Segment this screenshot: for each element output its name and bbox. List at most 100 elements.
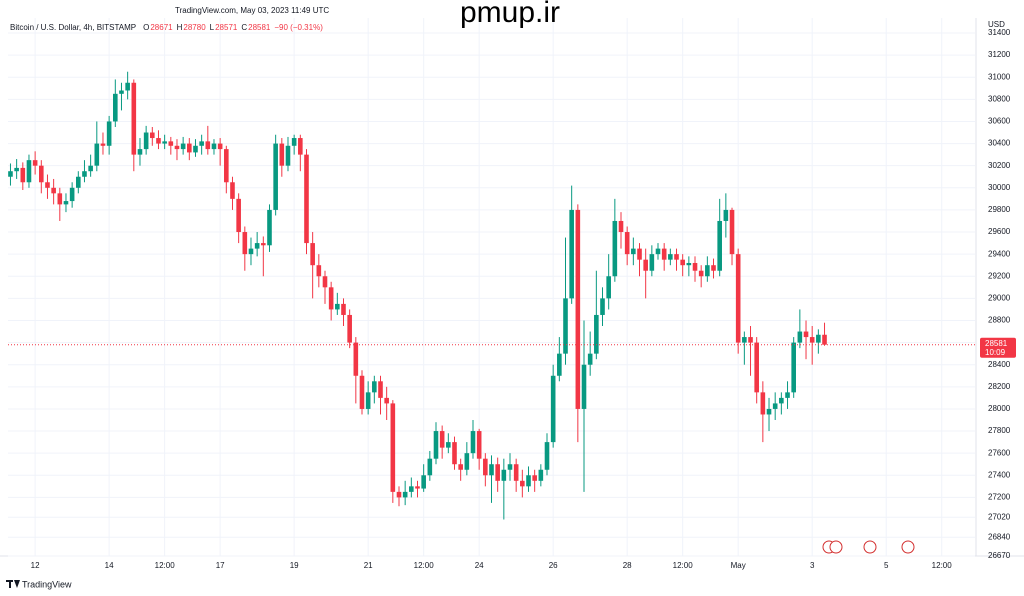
candle-body	[230, 182, 235, 199]
candle-body	[187, 143, 192, 153]
countdown: 10:09	[985, 348, 1006, 357]
candle-body	[69, 187, 75, 202]
candle-body	[797, 331, 803, 343]
candle-body	[581, 364, 587, 409]
candle-body	[711, 265, 716, 271]
x-tick-label: 12:00	[673, 561, 694, 570]
x-tick-label: 17	[216, 561, 225, 570]
candle-body	[396, 491, 402, 498]
candle-body	[692, 262, 698, 271]
x-tick-label: 14	[105, 561, 114, 570]
candle-body	[587, 353, 593, 365]
candle-body	[680, 259, 685, 266]
brand: TradingView	[22, 579, 72, 589]
ohlc-value: 28671	[150, 23, 173, 32]
y-tick-label: 31000	[988, 72, 1011, 81]
candle-body	[674, 254, 679, 260]
candle-body	[174, 145, 180, 150]
candle-body	[372, 381, 377, 393]
y-tick-label: 28000	[988, 404, 1011, 413]
y-tick-label: 30600	[988, 117, 1011, 126]
candle-body	[655, 248, 661, 255]
x-tick-label: 24	[475, 561, 484, 570]
legend: Bitcoin / U.S. Dollar, 4h, BITSTAMP O 2867…	[10, 23, 323, 32]
candle-body	[14, 167, 19, 172]
candle-body	[32, 160, 38, 166]
candle-body	[520, 480, 525, 487]
candle-body	[193, 145, 198, 153]
candle-body	[224, 149, 229, 183]
candle-body	[717, 220, 722, 271]
y-tick-label: 29800	[988, 205, 1011, 214]
candle-body	[39, 165, 44, 183]
y-tick-label: 28800	[988, 316, 1011, 325]
candle-body	[822, 334, 827, 345]
candle-body	[8, 171, 13, 177]
candle-body	[217, 143, 223, 150]
candle-body	[742, 337, 747, 343]
y-tick-label: 28200	[988, 382, 1011, 391]
candle-body	[766, 408, 772, 415]
candle-body	[211, 143, 217, 150]
watermark: pmup.ir	[460, 0, 560, 29]
candle-body	[532, 475, 537, 481]
candle-body	[476, 431, 482, 459]
y-tick-label: 28400	[988, 360, 1011, 369]
candle-body	[550, 375, 556, 443]
candle-body	[347, 314, 352, 343]
candle-body	[538, 469, 544, 481]
candle-body	[563, 298, 568, 354]
y-tick-label: 30000	[988, 183, 1011, 192]
candle-body	[785, 392, 790, 398]
candle-body	[446, 442, 451, 448]
candle-body	[82, 171, 87, 177]
candle-body	[464, 453, 470, 470]
candle-body	[150, 132, 155, 139]
candle-body	[501, 469, 507, 481]
candle-body	[544, 442, 550, 470]
candle-body	[723, 209, 729, 221]
candle-body	[76, 176, 81, 188]
ohlc-value: 28780	[183, 23, 206, 32]
ohlc-key: O	[143, 23, 149, 32]
candle-body	[254, 243, 260, 249]
candle-body	[51, 187, 56, 194]
candle-body	[748, 337, 753, 343]
candle-body	[495, 464, 500, 481]
candle-body	[316, 265, 322, 277]
last-price-tag	[980, 337, 1016, 358]
candle-body	[483, 458, 488, 476]
candle-body	[526, 475, 531, 487]
candle-body	[760, 392, 766, 415]
x-tick-label: 19	[290, 561, 299, 570]
candle-body	[113, 93, 118, 122]
source: TradingView.com, May 03, 2023 11:49 UTC	[175, 6, 329, 15]
candle-body	[378, 381, 383, 398]
x-tick-label: 12:00	[155, 561, 176, 570]
y-tick-label: 27020	[988, 512, 1011, 521]
candle-body	[661, 248, 667, 260]
candle-body	[156, 138, 161, 144]
candle-body	[353, 342, 359, 376]
candle-body	[606, 276, 611, 299]
candle-body	[507, 464, 513, 470]
candle-body	[668, 254, 673, 260]
ohlc-key: H	[177, 23, 183, 32]
candle-body	[248, 248, 254, 255]
candle-body	[513, 464, 519, 481]
flag	[863, 540, 877, 554]
candle-body	[57, 193, 63, 205]
candle-body	[772, 403, 778, 409]
candle-body	[803, 331, 809, 338]
y-tick-label: 29200	[988, 271, 1011, 280]
candle-body	[452, 442, 457, 465]
candle-body	[94, 143, 100, 166]
candle-body	[594, 314, 599, 354]
y-tick-label: 31400	[988, 28, 1011, 37]
candle-body	[421, 475, 426, 489]
candle-body	[137, 149, 143, 155]
candle-body	[809, 337, 815, 343]
candle-body	[328, 287, 334, 310]
candle-body	[180, 143, 186, 150]
